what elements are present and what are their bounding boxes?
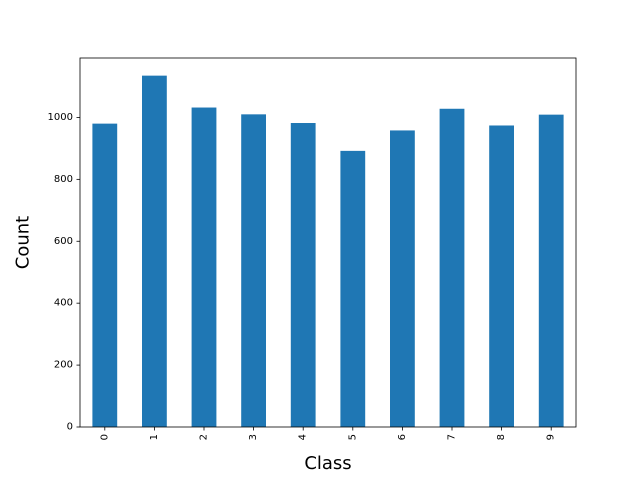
bars — [92, 75, 564, 428]
y-axis-ticks: 0 200 400 600 800 1000 — [48, 112, 80, 433]
x-tick-label-9: 9 — [546, 434, 557, 440]
x-tick-label-0: 0 — [99, 434, 110, 440]
x-axis-ticks: 0 1 2 3 4 5 6 7 8 9 — [99, 427, 557, 440]
bar-4 — [290, 123, 316, 427]
y-tick-label-200: 200 — [54, 360, 73, 371]
bar-5 — [340, 150, 366, 427]
y-tick-label-800: 800 — [54, 174, 73, 185]
bar-9 — [538, 114, 564, 427]
bar-8 — [489, 125, 514, 428]
x-tick-label-4: 4 — [298, 434, 309, 440]
y-axis-label: Count — [13, 216, 34, 269]
y-tick-label-600: 600 — [54, 236, 73, 247]
x-tick-label-2: 2 — [199, 434, 210, 440]
y-tick-label-400: 400 — [54, 298, 73, 309]
bar-0 — [92, 123, 118, 428]
bar-6 — [390, 130, 415, 427]
bar-1 — [142, 75, 167, 427]
x-tick-label-6: 6 — [397, 434, 408, 440]
bar-7 — [439, 108, 465, 427]
x-tick-label-3: 3 — [248, 434, 259, 440]
x-tick-label-1: 1 — [149, 434, 160, 440]
x-tick-label-5: 5 — [347, 434, 358, 440]
y-tick-label-0: 0 — [67, 422, 73, 433]
bar-2 — [191, 107, 217, 427]
bar-3 — [241, 114, 266, 427]
plot-frame — [79, 57, 577, 428]
x-tick-label-8: 8 — [496, 434, 507, 440]
y-tick-label-1000: 1000 — [48, 112, 73, 123]
x-tick-label-7: 7 — [447, 434, 458, 440]
x-axis-label: Class — [304, 453, 351, 474]
